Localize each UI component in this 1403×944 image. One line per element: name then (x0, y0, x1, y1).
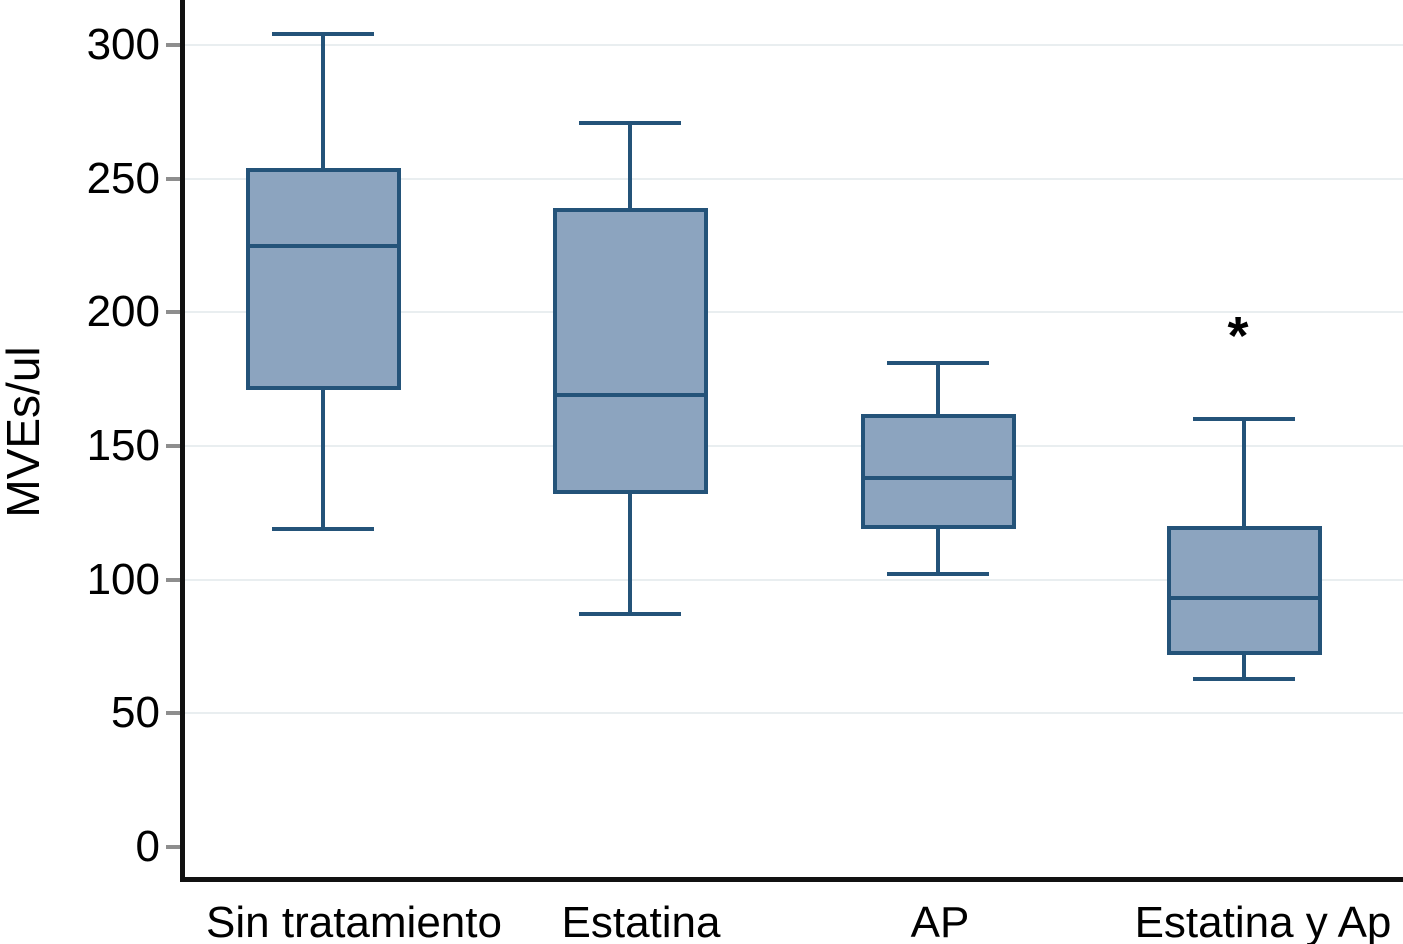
gridline-100 (185, 579, 1403, 581)
upper-whisker-line (936, 363, 940, 414)
y-axis-title: MVEs/ul (0, 346, 49, 518)
lower-whisker-cap (1193, 677, 1295, 681)
median-line (1166, 596, 1322, 600)
iqr-box (245, 168, 401, 390)
upper-whisker-line (628, 123, 632, 208)
y-tick-mark-100 (166, 578, 180, 582)
lower-whisker-cap (579, 612, 681, 616)
y-tick-label-150: 150 (86, 421, 160, 470)
y-tick-mark-50 (166, 711, 180, 715)
gridline-250 (185, 178, 1403, 180)
lower-whisker-line (936, 529, 940, 574)
upper-whisker-line (321, 34, 325, 168)
y-tick-mark-150 (166, 444, 180, 448)
iqr-box (552, 208, 708, 494)
y-tick-mark-300 (166, 43, 180, 47)
y-tick-mark-200 (166, 310, 180, 314)
y-tick-label-300: 300 (86, 20, 160, 69)
lower-whisker-line (628, 494, 632, 614)
y-tick-label-250: 250 (86, 154, 160, 203)
gridline-300 (185, 44, 1403, 46)
x-category-label-2: AP (910, 898, 970, 944)
x-axis-line (180, 877, 1403, 882)
median-line (860, 476, 1016, 480)
median-line (245, 244, 401, 248)
upper-whisker-cap (272, 32, 374, 36)
iqr-box (860, 414, 1016, 529)
x-category-label-0: Sin tratamiento (206, 898, 502, 944)
gridline-50 (185, 712, 1403, 714)
lower-whisker-line (321, 390, 325, 529)
lower-whisker-cap (887, 572, 989, 576)
upper-whisker-cap (1193, 417, 1295, 421)
y-axis-line (180, 0, 185, 882)
x-category-label-3: Estatina y Ap (1134, 898, 1392, 944)
gridline-150 (185, 445, 1403, 447)
y-tick-label-50: 50 (111, 688, 160, 737)
lower-whisker-line (1242, 655, 1246, 679)
y-tick-mark-0 (166, 845, 180, 849)
median-line (552, 393, 708, 397)
significance-asterisk: * (1227, 306, 1249, 366)
iqr-box (1166, 526, 1322, 655)
upper-whisker-cap (887, 361, 989, 365)
x-category-label-1: Estatina (561, 898, 721, 944)
y-tick-label-100: 100 (86, 555, 160, 604)
y-tick-label-0: 0 (135, 822, 160, 871)
upper-whisker-line (1242, 419, 1246, 526)
gridline-200 (185, 311, 1403, 313)
y-tick-label-200: 200 (86, 287, 160, 336)
y-tick-mark-250 (166, 177, 180, 181)
lower-whisker-cap (272, 527, 374, 531)
upper-whisker-cap (579, 121, 681, 125)
